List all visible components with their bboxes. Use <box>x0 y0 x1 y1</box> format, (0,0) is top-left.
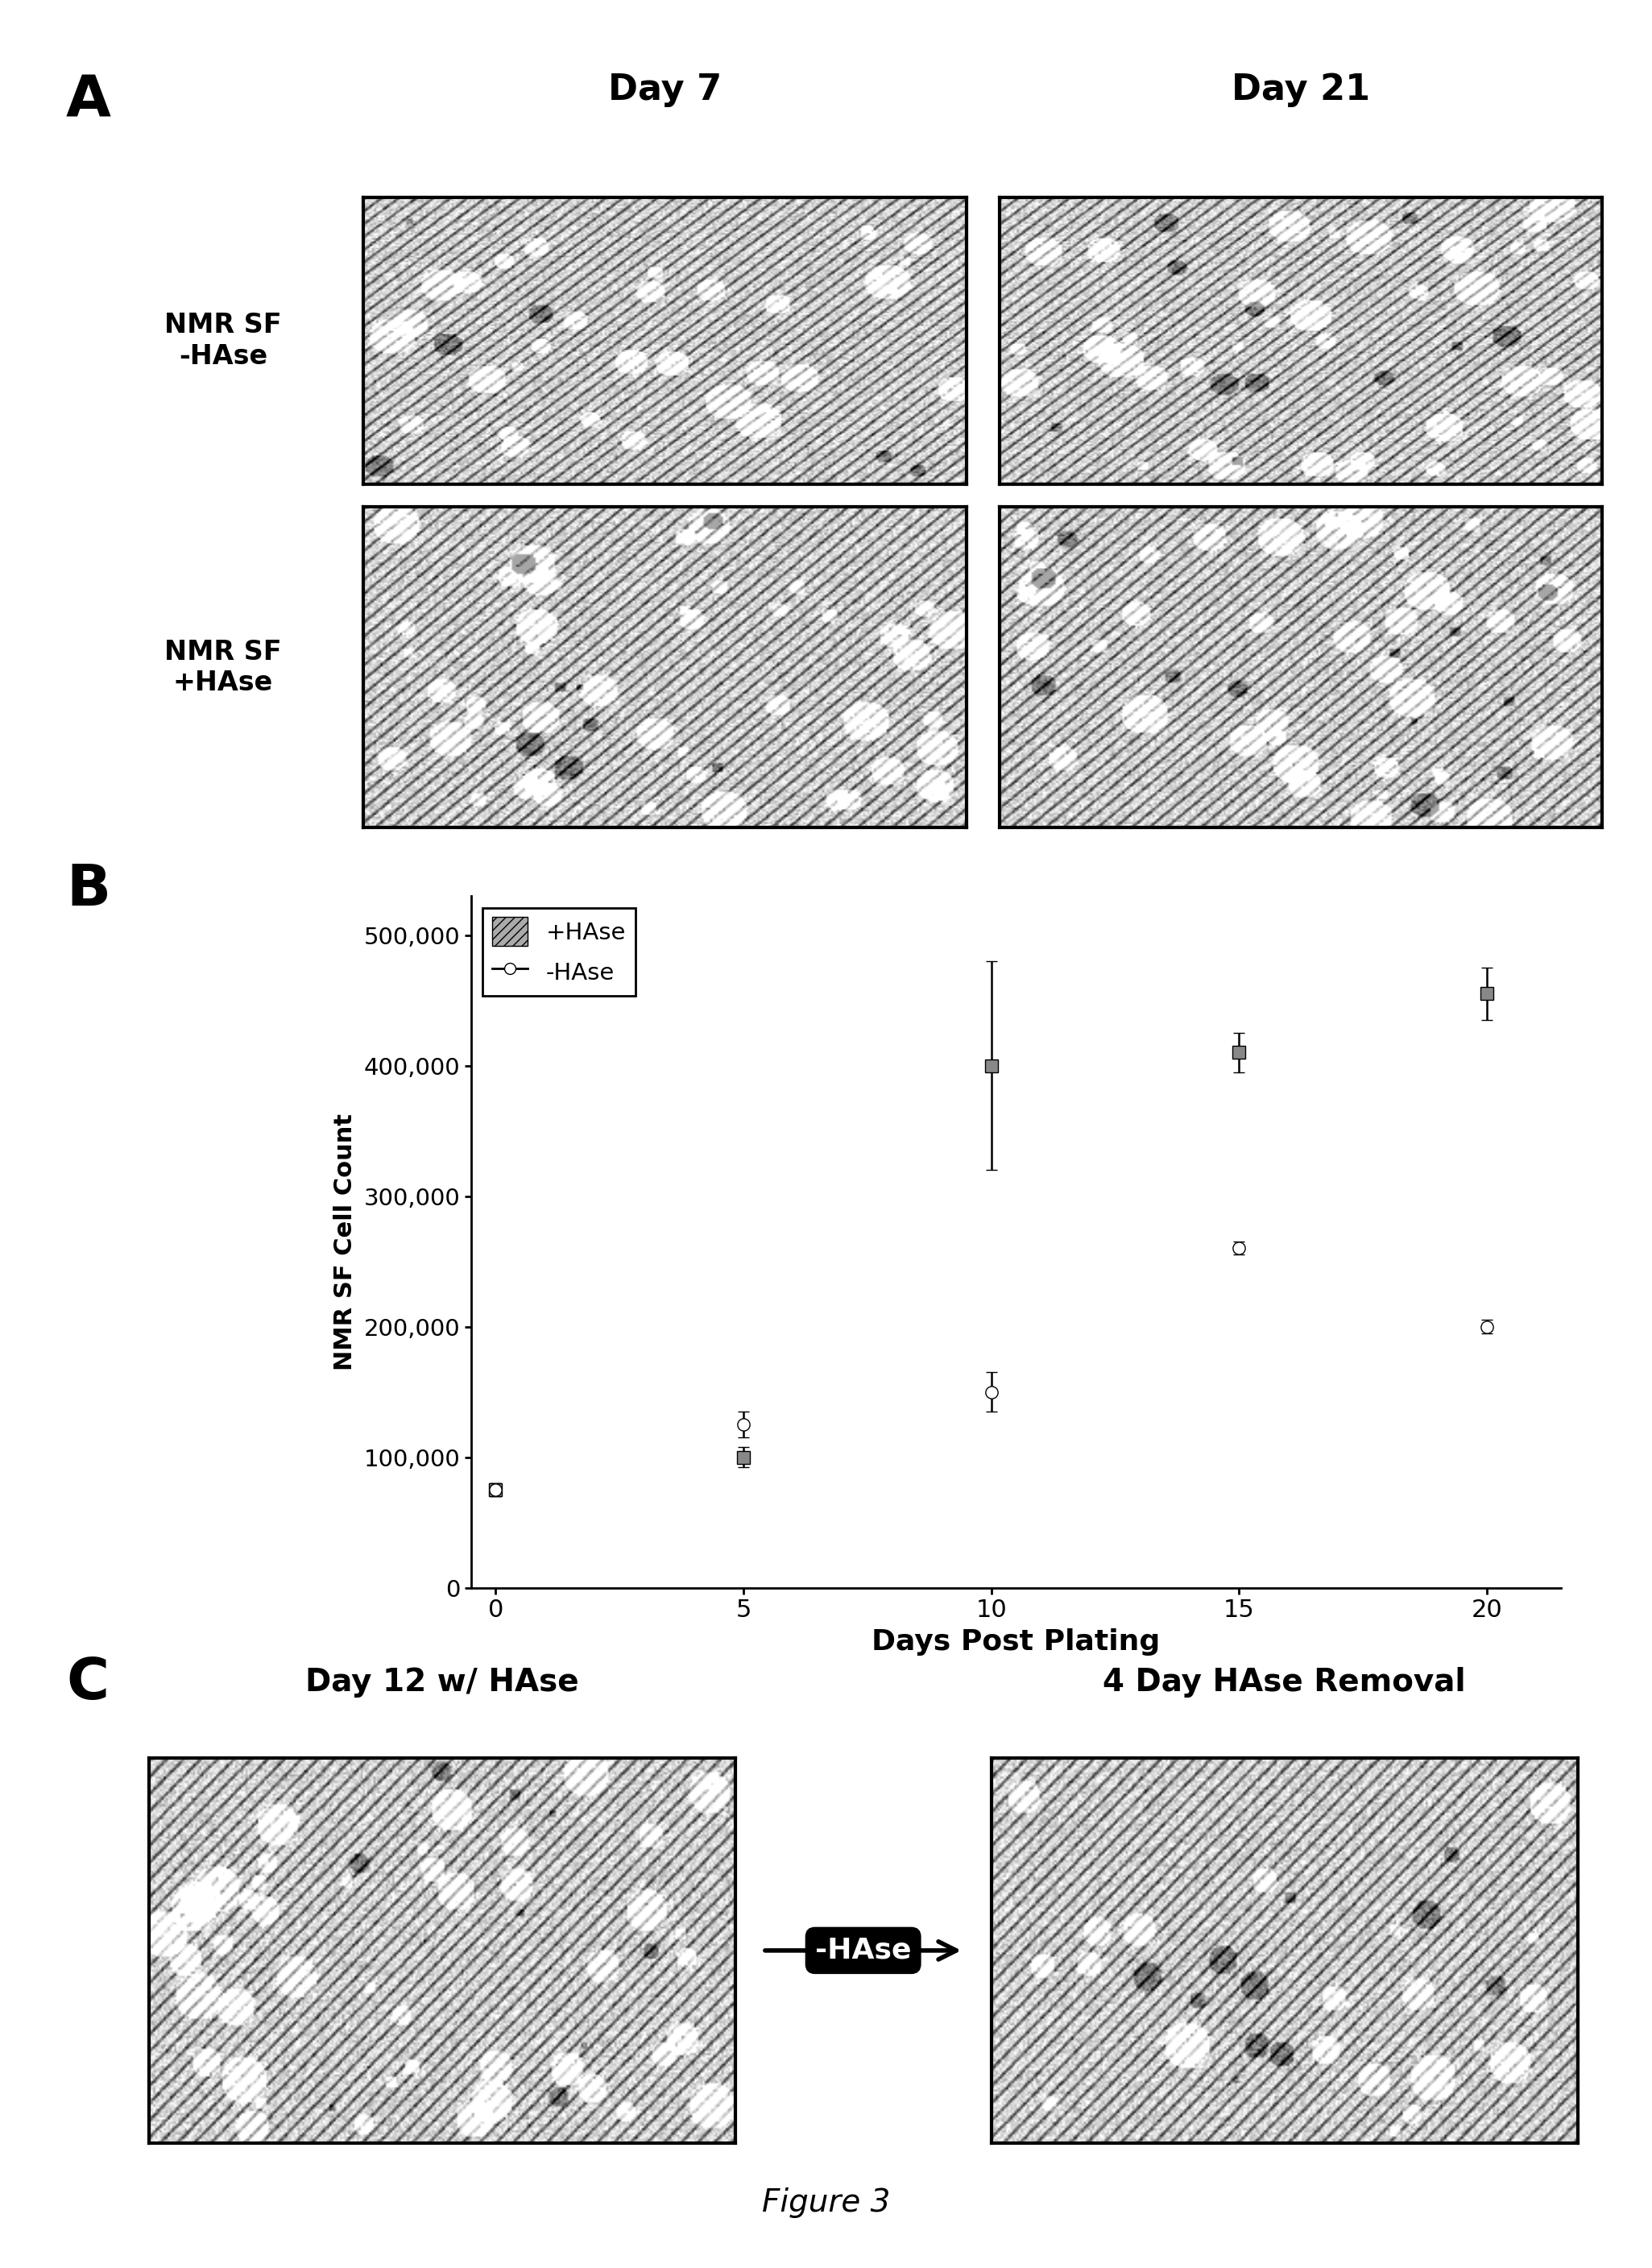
Text: 4 Day HAse Removal: 4 Day HAse Removal <box>1104 1667 1465 1696</box>
Text: -HAse: -HAse <box>814 1937 912 1964</box>
Text: A: A <box>66 73 111 129</box>
X-axis label: Days Post Plating: Days Post Plating <box>872 1628 1160 1656</box>
Text: Figure 3: Figure 3 <box>762 2189 890 2218</box>
Y-axis label: NMR SF Cell Count: NMR SF Cell Count <box>334 1114 357 1370</box>
Text: B: B <box>66 862 111 919</box>
Text: Day 12 w/ HAse: Day 12 w/ HAse <box>306 1667 578 1696</box>
Text: C: C <box>66 1656 109 1712</box>
Legend: +HAse, -HAse: +HAse, -HAse <box>482 907 636 996</box>
Text: Day 21: Day 21 <box>1232 73 1370 107</box>
Text: NMR SF
+HAse: NMR SF +HAse <box>164 640 282 696</box>
Text: Day 7: Day 7 <box>608 73 722 107</box>
Text: NMR SF
-HAse: NMR SF -HAse <box>164 313 282 370</box>
